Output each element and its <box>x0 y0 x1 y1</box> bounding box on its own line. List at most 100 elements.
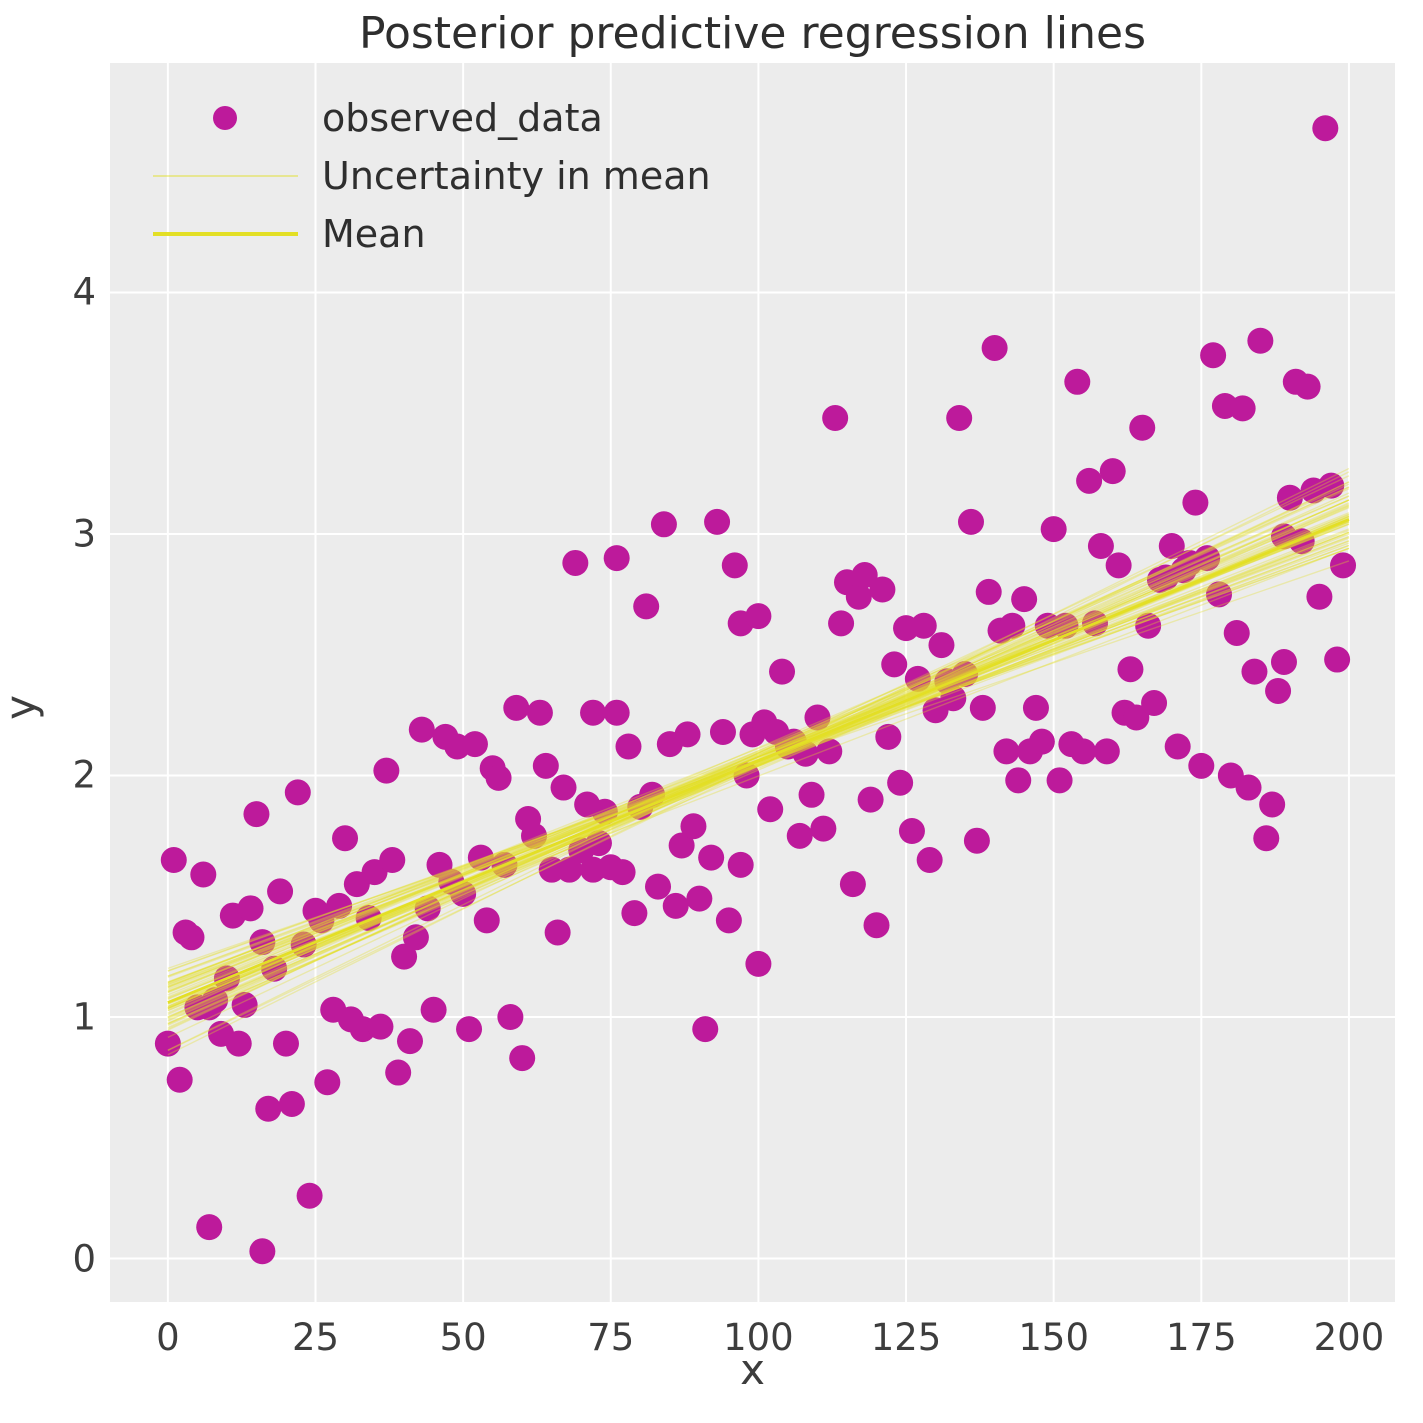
scatter-point <box>1312 115 1339 142</box>
scatter-point <box>1141 690 1168 717</box>
scatter-point <box>326 892 353 919</box>
scatter-point <box>1294 373 1321 400</box>
scatter-point <box>284 779 311 806</box>
scatter-point <box>1235 774 1262 801</box>
uncertainty-line <box>167 506 1350 1025</box>
scatter-point <box>456 1016 483 1043</box>
scatter-point <box>709 719 736 746</box>
scatter-point <box>1158 533 1185 560</box>
scatter-point <box>828 610 855 637</box>
scatter-point <box>769 658 796 685</box>
uncertainty-line <box>167 513 1350 988</box>
scatter-point <box>225 1030 252 1057</box>
scatter-point <box>1265 677 1292 704</box>
x-tick-label: 0 <box>156 1316 180 1359</box>
scatter-point <box>1276 484 1303 511</box>
uncertainty-line <box>167 495 1350 1010</box>
uncertainty-line <box>167 481 1350 1052</box>
scatter-point <box>804 704 831 731</box>
scatter-point <box>668 832 695 859</box>
scatter-point <box>1229 395 1256 422</box>
scatter-point <box>957 508 984 535</box>
scatter-point <box>1117 656 1144 683</box>
y-tick-label: 2 <box>72 753 96 797</box>
scatter-point <box>503 694 530 721</box>
scatter-point <box>467 844 494 871</box>
scatter-point <box>202 987 229 1014</box>
scatter-point <box>544 919 571 946</box>
scatter-point <box>591 798 618 825</box>
uncertainty-line <box>167 521 1350 1010</box>
legend-item-observed-data: observed_data <box>150 96 711 140</box>
scatter-point <box>993 738 1020 765</box>
scatter-point <box>1223 619 1250 646</box>
legend-label: Uncertainty in mean <box>322 154 711 198</box>
scatter-point <box>267 878 294 905</box>
scatter-point <box>910 612 937 639</box>
scatter-point <box>1011 586 1038 613</box>
scatter-point <box>1241 658 1268 685</box>
uncertainty-line <box>167 560 1350 970</box>
scatter-point <box>898 818 925 845</box>
scatter-point <box>851 562 878 589</box>
scatter-point <box>314 1069 341 1096</box>
scatter-point <box>845 583 872 610</box>
scatter-point <box>704 508 731 535</box>
legend: observed_data Uncertainty in mean Mean <box>150 96 711 256</box>
scatter-point <box>1005 767 1032 794</box>
scatter-point <box>721 552 748 579</box>
scatter-point <box>603 699 630 726</box>
scatter-point <box>497 1004 524 1031</box>
scatter-point <box>975 578 1002 605</box>
scatter-point <box>1135 612 1162 639</box>
uncertainty-line <box>167 504 1350 1010</box>
scatter-point <box>521 822 548 849</box>
scatter-point <box>1022 694 1049 721</box>
uncertainty-line <box>167 515 1350 998</box>
uncertainty-line <box>167 536 1350 977</box>
scatter-point <box>1129 414 1156 441</box>
scatter-point <box>757 796 784 823</box>
scatter-point <box>1087 533 1114 560</box>
scatter-point <box>745 950 772 977</box>
scatter-point <box>916 847 943 874</box>
scatter-point <box>1188 752 1215 779</box>
uncertainty-line <box>167 486 1350 1025</box>
x-tick-label: 200 <box>1313 1316 1385 1359</box>
scatter-point <box>1076 467 1103 494</box>
y-tick-label: 3 <box>72 512 96 556</box>
uncertainty-line <box>167 495 1350 1001</box>
x-axis-label: x <box>740 1345 765 1394</box>
scatter-point <box>969 694 996 721</box>
scatter-point <box>1164 733 1191 760</box>
scatter-point <box>272 1030 299 1057</box>
scatter-point <box>402 924 429 951</box>
scatter-point <box>231 991 258 1018</box>
uncertainty-line <box>167 503 1350 1026</box>
scatter-point <box>1123 704 1150 731</box>
y-tick-label: 1 <box>72 995 96 1039</box>
mean-line <box>167 518 1350 1004</box>
scatter-point <box>396 1028 423 1055</box>
scatter-point <box>509 1045 536 1072</box>
scatter-point <box>414 895 441 922</box>
scatter-point <box>1182 489 1209 516</box>
scatter-point <box>532 752 559 779</box>
scatter-point <box>255 1095 282 1122</box>
plot-title: Posterior predictive regression lines <box>359 8 1146 59</box>
scatter-point <box>190 861 217 888</box>
uncertainty-line <box>167 520 1350 984</box>
scatter-point <box>999 612 1026 639</box>
scatter-point <box>1064 368 1091 395</box>
legend-item-mean: Mean <box>150 212 711 256</box>
scatter-point <box>580 699 607 726</box>
y-tick-label: 4 <box>72 270 96 314</box>
legend-item-uncertainty: Uncertainty in mean <box>150 154 711 198</box>
uncertainty-line <box>167 547 1350 1005</box>
scatter-point <box>946 405 973 432</box>
uncertainty-line <box>167 507 1350 1010</box>
scatter-point <box>556 856 583 883</box>
scatter-point <box>1070 738 1097 765</box>
scatter-point <box>249 929 276 956</box>
scatter-point <box>674 721 701 748</box>
